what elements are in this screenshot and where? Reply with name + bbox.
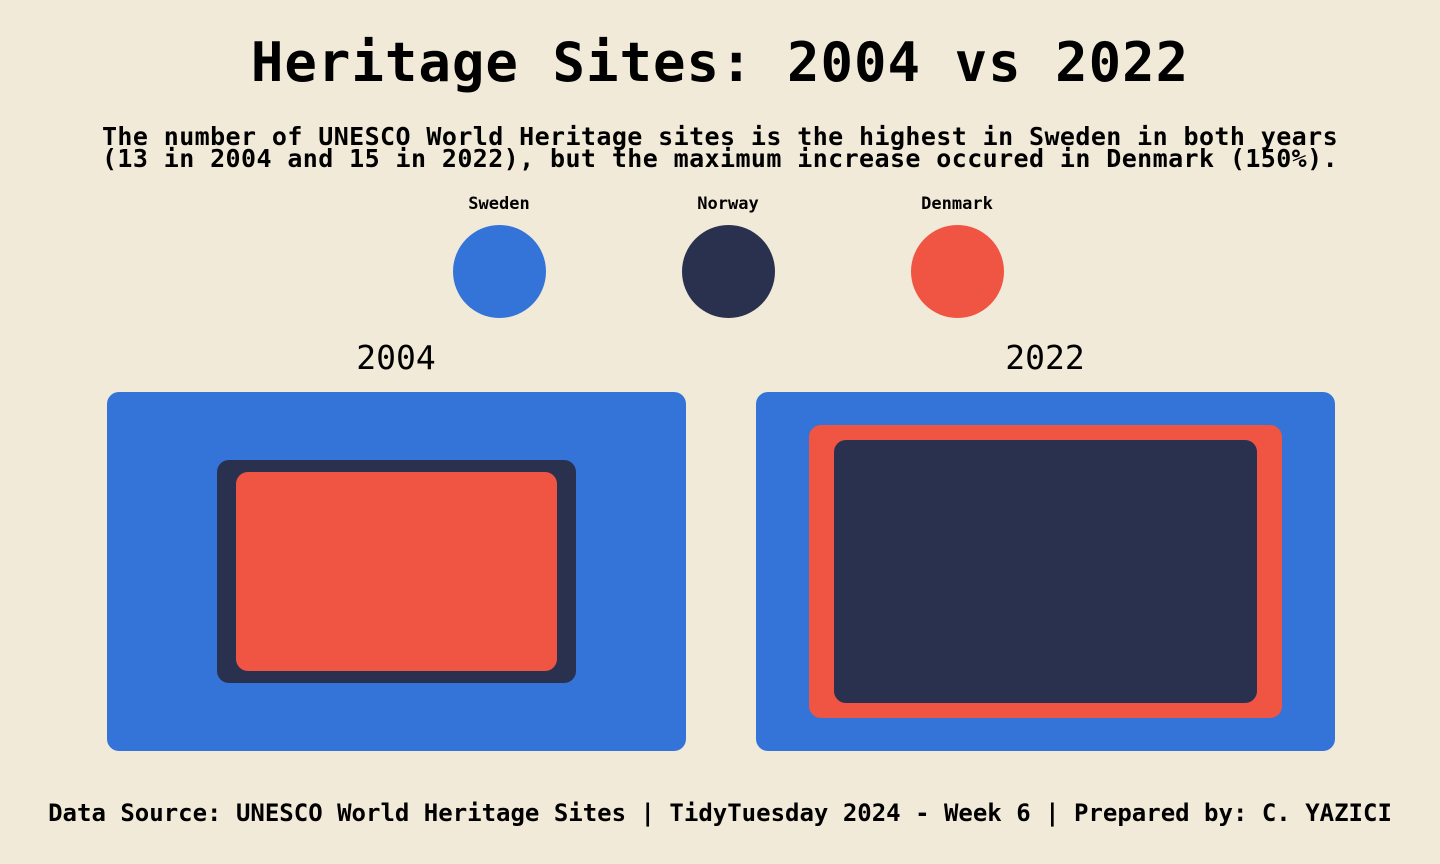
chart-caption: Data Source: UNESCO World Heritage Sites… [48, 799, 1392, 827]
chart-title: Heritage Sites: 2004 vs 2022 [250, 31, 1190, 94]
legend-label-denmark: Denmark [921, 194, 993, 214]
subtitle-line-2: (13 in 2004 and 15 in 2022), but the max… [101, 144, 1339, 173]
panel-2004 [107, 392, 686, 751]
legend-label-norway: Norway [697, 194, 759, 214]
panel-title-2004: 2004 [356, 338, 436, 377]
box-2022-norway [834, 440, 1257, 703]
box-2004-denmark [235, 471, 558, 672]
legend-swatch-sweden [452, 225, 546, 318]
legend-item-sweden: Sweden [419, 194, 579, 318]
subtitle-line-1: The number of UNESCO World Heritage site… [101, 122, 1339, 151]
legend-item-denmark: Denmark [877, 194, 1037, 318]
legend-swatch-denmark [910, 225, 1004, 318]
legend-label-sweden: Sweden [468, 194, 530, 214]
chart-subtitle: The number of UNESCO World Heritage site… [0, 122, 1440, 173]
panel-title-2022: 2022 [1005, 338, 1085, 377]
panel-2022 [756, 392, 1335, 751]
legend-item-norway: Norway [648, 194, 808, 318]
legend-swatch-norway [681, 225, 775, 318]
